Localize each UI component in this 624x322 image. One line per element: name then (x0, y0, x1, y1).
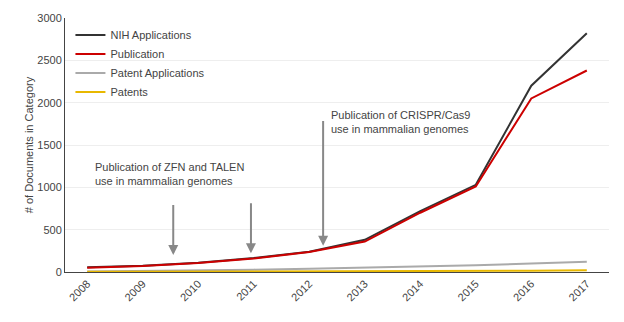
svg-text:0: 0 (56, 266, 62, 278)
svg-text:2000: 2000 (37, 97, 61, 109)
svg-text:2500: 2500 (37, 54, 61, 66)
svg-text:2015: 2015 (455, 278, 481, 304)
svg-text:2012: 2012 (289, 278, 315, 304)
svg-text:2009: 2009 (122, 278, 148, 304)
svg-text:2008: 2008 (67, 278, 93, 304)
svg-text:1000: 1000 (37, 181, 61, 193)
svg-text:2016: 2016 (511, 278, 537, 304)
svg-text:# of Documents in Category: # of Documents in Category (23, 76, 35, 213)
svg-text:2017: 2017 (566, 278, 592, 304)
svg-text:2014: 2014 (400, 278, 426, 304)
svg-text:Publication: Publication (110, 48, 164, 60)
svg-text:2010: 2010 (178, 278, 204, 304)
svg-text:2011: 2011 (234, 278, 259, 303)
svg-text:2013: 2013 (344, 278, 370, 304)
svg-text:1500: 1500 (37, 139, 61, 151)
svg-text:Patents: Patents (110, 86, 148, 98)
svg-text:3000: 3000 (37, 12, 61, 24)
svg-text:Publication of CRISPR/Cas9use: Publication of CRISPR/Cas9use in mammali… (331, 109, 470, 135)
svg-text:500: 500 (43, 224, 61, 236)
svg-text:NIH Applications: NIH Applications (110, 29, 191, 41)
svg-text:Publication of ZFN and TALENus: Publication of ZFN and TALENuse in mamma… (95, 161, 244, 187)
svg-text:Patent Applications: Patent Applications (110, 67, 204, 79)
